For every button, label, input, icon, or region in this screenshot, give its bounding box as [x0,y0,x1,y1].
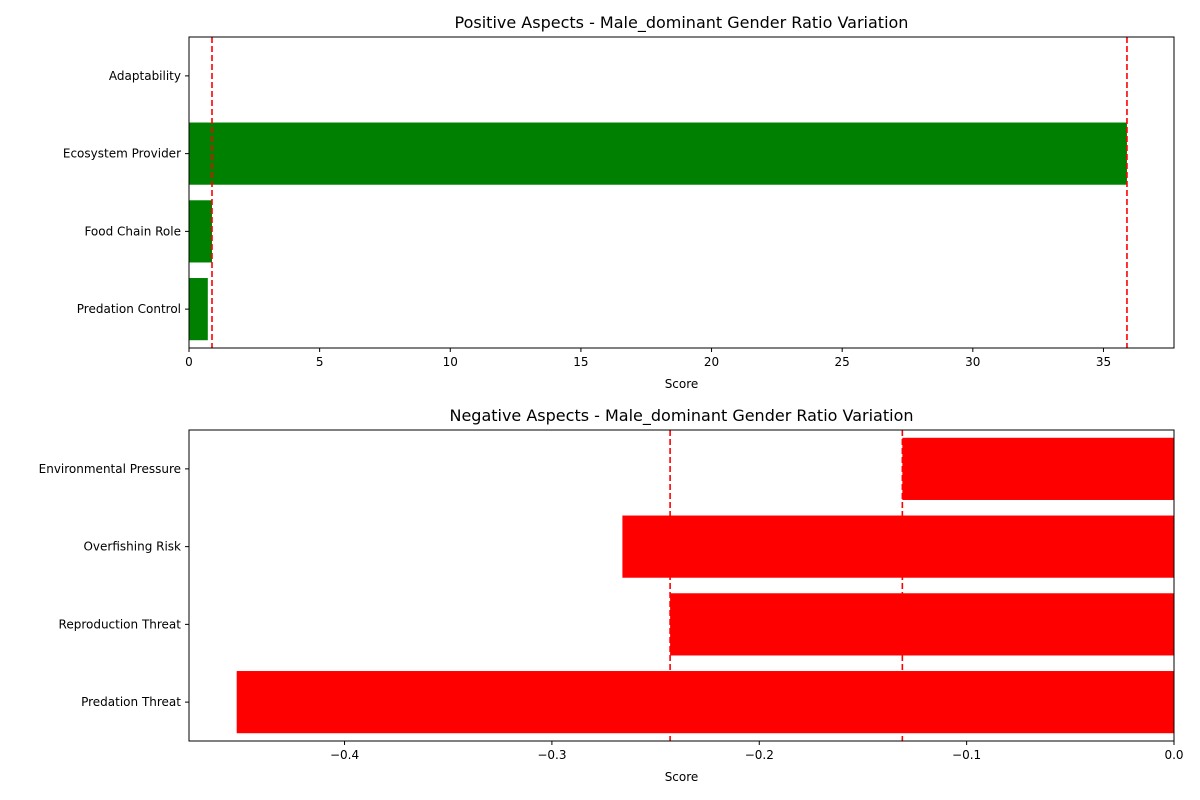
y-tick-label: Predation Control [77,302,181,316]
chart-title: Positive Aspects - Male_dominant Gender … [455,13,909,33]
bar-reproduction-threat [670,593,1174,656]
bar-predation-threat [236,671,1175,734]
bar-overfishing-risk [622,515,1174,578]
x-axis-label: Score [665,377,699,391]
x-tick-label: 0 [185,355,193,369]
x-tick-label: −0.2 [745,748,774,762]
x-tick-label: 25 [835,355,850,369]
subplot-2: Environmental Pressure Overfishing Risk Re… [39,406,1184,784]
bar-ecosystem-provider [189,122,1127,185]
bar-food-chain-role [189,200,212,263]
x-tick-label: −0.4 [330,748,359,762]
x-tick-label: −0.1 [952,748,981,762]
x-tick-label: 15 [573,355,588,369]
subplot-1: Adaptability Ecosystem Provider Food Chain… [63,13,1175,391]
y-tick-label: Ecosystem Provider [63,147,181,161]
x-tick-label: 30 [965,355,980,369]
x-axis-label: Score [665,770,699,784]
x-tick-label: 5 [316,355,324,369]
x-tick-label: 0.0 [1164,748,1183,762]
y-tick-label: Food Chain Role [84,224,181,238]
y-tick-label: Overfishing Risk [83,540,181,554]
chart-title: Negative Aspects - Male_dominant Gender … [449,406,913,426]
plot-frame [188,36,1175,349]
y-tick-label: Reproduction Threat [59,617,182,631]
x-tick-label: −0.3 [537,748,566,762]
y-tick-label: Environmental Pressure [39,462,181,476]
plot-frame [188,429,1175,742]
bar-environmental-pressure [902,437,1174,500]
x-tick-label: 10 [443,355,458,369]
x-tick-label: 20 [704,355,719,369]
x-tick-label: 35 [1096,355,1111,369]
y-tick-label: Predation Threat [81,695,181,709]
y-tick-label: Adaptability [109,69,181,83]
bar-predation-control [189,278,208,341]
